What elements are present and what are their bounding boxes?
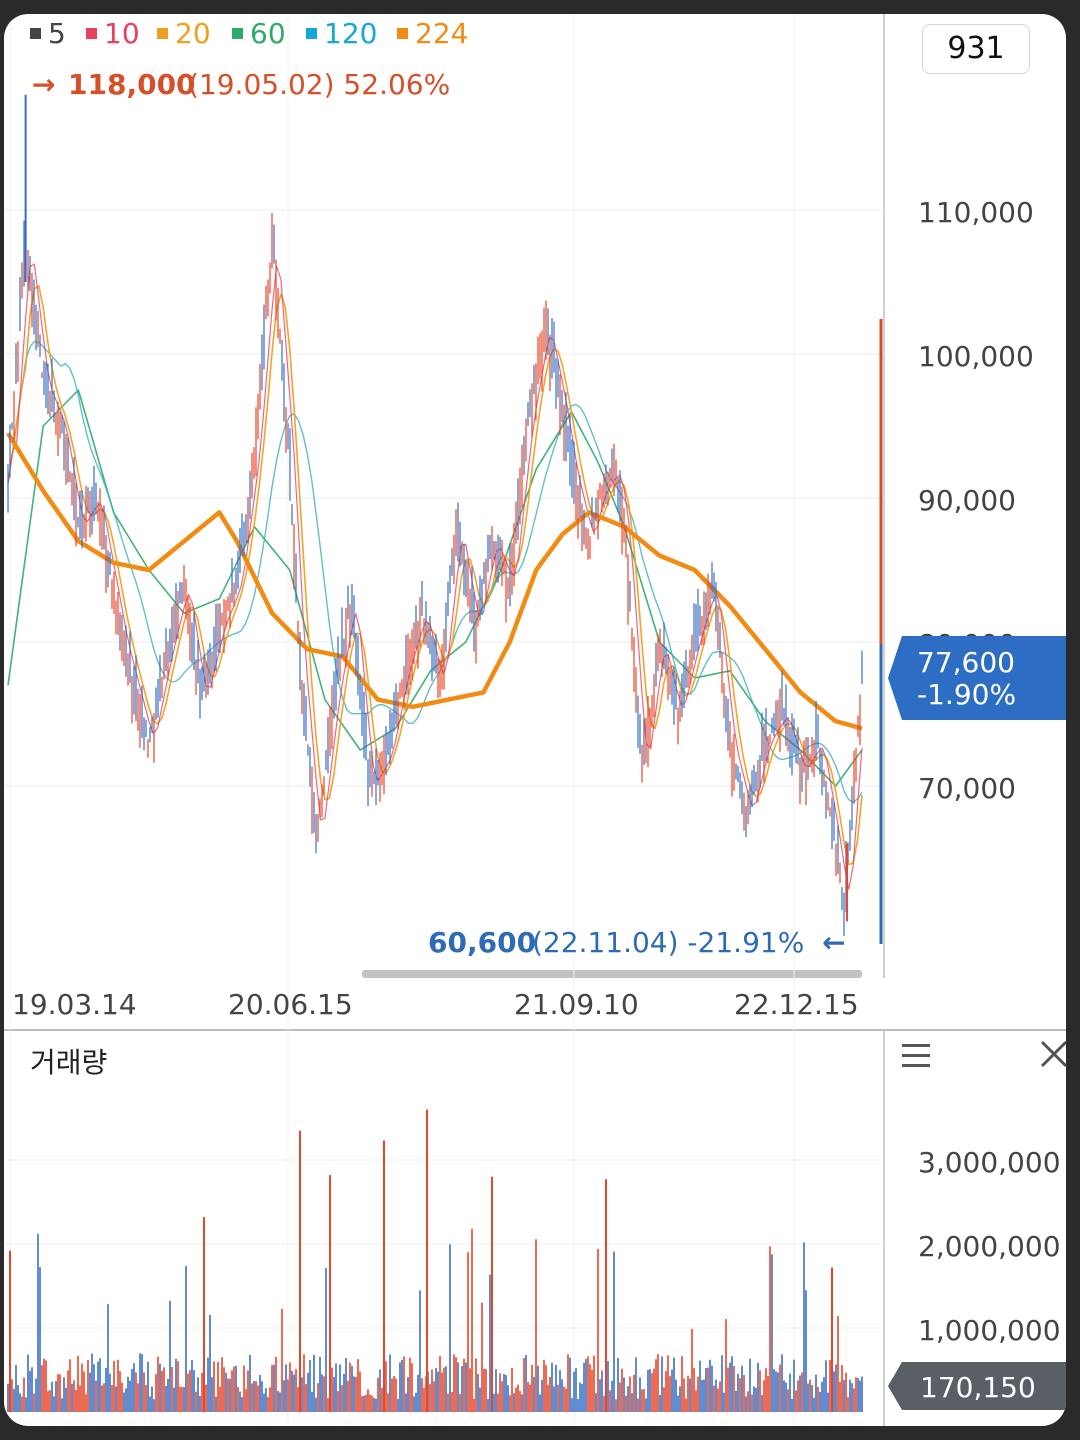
date-tick-label: 20.06.15 xyxy=(228,988,353,1021)
menu-icon[interactable] xyxy=(902,1044,930,1067)
ma-224-line xyxy=(6,432,863,731)
date-tick-label: 21.09.10 xyxy=(514,988,639,1021)
high-arrow: → xyxy=(32,68,55,101)
legend-224: 224 xyxy=(415,17,468,50)
legend-swatch-20 xyxy=(157,28,168,39)
date-tick-label: 19.03.14 xyxy=(12,988,137,1021)
price-tick-label: 100,000 xyxy=(918,340,1034,373)
moving-average-lines xyxy=(6,263,863,890)
low-arrow: ← xyxy=(822,926,845,959)
price-candles xyxy=(7,94,863,937)
legend-swatch-10 xyxy=(86,28,97,39)
high-price-marker: → 118,000 (19.05.02) 52.06% xyxy=(32,68,450,101)
stock-chart-card: 70,00080,00090,000100,000110,00019.03.14… xyxy=(4,14,1066,1426)
price-tick-label: 90,000 xyxy=(918,484,1016,517)
chart-scrollbar[interactable] xyxy=(362,970,862,978)
price-tick-label: 110,000 xyxy=(918,196,1034,229)
legend-60: 60 xyxy=(250,17,286,50)
current-price-tag: 77,600 -1.90% xyxy=(888,636,1066,720)
legend-swatch-5 xyxy=(30,28,41,39)
low-price: 60,600 xyxy=(428,926,536,959)
volume-tick-label: 1,000,000 xyxy=(918,1314,1061,1347)
current-price-tag-shape xyxy=(888,636,1066,720)
legend-20: 20 xyxy=(175,17,211,50)
ma-10-line xyxy=(7,263,863,890)
legend-swatch-60 xyxy=(232,28,243,39)
volume-tick-label: 2,000,000 xyxy=(918,1230,1061,1263)
legend-10: 10 xyxy=(104,17,140,50)
gridlines xyxy=(4,14,884,1426)
high-price: 118,000 xyxy=(68,68,196,101)
legend-swatch-224 xyxy=(397,28,408,39)
price-tick-label: 70,000 xyxy=(918,772,1016,805)
legend-120: 120 xyxy=(324,17,377,50)
close-icon[interactable] xyxy=(1040,1040,1066,1068)
volume-current: 170,150 xyxy=(920,1371,1036,1404)
volume-bars xyxy=(7,1109,863,1412)
legend-5: 5 xyxy=(48,17,66,50)
volume-current-tag: 170,150 xyxy=(888,1362,1066,1410)
axis-labels: 70,00080,00090,000100,000110,00019.03.14… xyxy=(12,196,1061,1347)
low-price-marker: 60,600 (22.11.04) -21.91% ← xyxy=(428,926,845,959)
date-axis-band xyxy=(4,978,1066,1030)
date-tick-label: 22.12.15 xyxy=(734,988,859,1021)
count-badge[interactable]: 931 xyxy=(922,24,1030,74)
price-chart[interactable]: 70,00080,00090,000100,000110,00019.03.14… xyxy=(4,14,1066,1426)
ma-legend[interactable]: 5 10 20 60 120 224 xyxy=(30,17,468,50)
current-price: 77,600 xyxy=(917,646,1015,679)
ma-120-line xyxy=(7,341,863,803)
current-change: -1.90% xyxy=(917,678,1016,711)
volume-tag-shape xyxy=(888,1362,1066,1410)
volume-title: 거래량 xyxy=(30,1046,107,1079)
high-detail: (19.05.02) 52.06% xyxy=(188,68,450,101)
low-detail: (22.11.04) -21.91% xyxy=(532,926,804,959)
legend-swatch-120 xyxy=(306,28,317,39)
volume-tick-label: 3,000,000 xyxy=(918,1146,1061,1179)
